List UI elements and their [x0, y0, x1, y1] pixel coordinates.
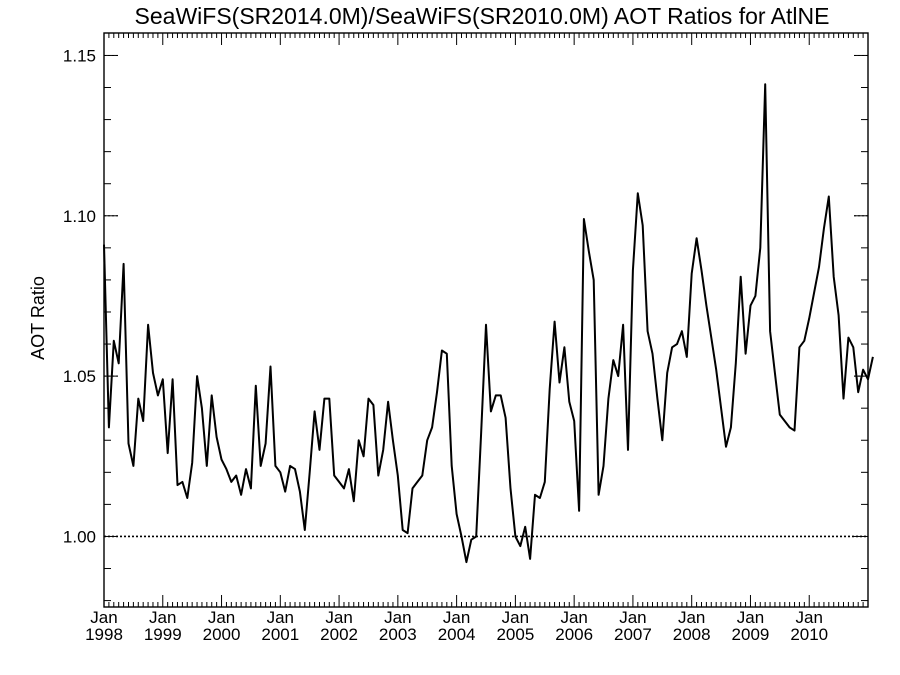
y-axis-label: AOT Ratio	[28, 276, 48, 360]
series-group	[103, 83, 874, 564]
x-tick-year: 2003	[379, 625, 417, 644]
x-tick-month: Jan	[443, 608, 470, 627]
x-tick-year: 2009	[732, 625, 770, 644]
x-tick-year: 1998	[85, 625, 123, 644]
x-tick-year: 2006	[555, 625, 593, 644]
y-tick-labels: 1.00 1.05 1.10 1.15	[63, 46, 96, 546]
x-tick-month: Jan	[208, 608, 235, 627]
x-tick-year: 2008	[673, 625, 711, 644]
x-tick-month: Jan	[502, 608, 529, 627]
y-tick-label: 1.15	[63, 46, 96, 65]
y-tick-label: 1.00	[63, 527, 96, 546]
x-tick-month: Jan	[149, 608, 176, 627]
x-tick-month: Jan	[619, 608, 646, 627]
x-tick-month: Jan	[796, 608, 823, 627]
x-tick-month: Jan	[90, 608, 117, 627]
plot-frame	[103, 32, 869, 608]
axis-ticks	[103, 33, 869, 607]
x-tick-year: 2010	[790, 625, 828, 644]
x-tick-month: Jan	[325, 608, 352, 627]
y-tick-label: 1.05	[63, 367, 96, 386]
x-tick-month: Jan	[267, 608, 294, 627]
x-tick-year: 2004	[438, 625, 476, 644]
x-tick-month: Jan	[560, 608, 587, 627]
x-tick-month: Jan	[678, 608, 705, 627]
x-tick-month: Jan	[384, 608, 411, 627]
x-tick-month: Jan	[737, 608, 764, 627]
x-tick-year: 2007	[614, 625, 652, 644]
y-tick-label: 1.10	[63, 207, 96, 226]
x-tick-year: 2002	[320, 625, 358, 644]
x-tick-year: 2005	[496, 625, 534, 644]
x-tick-labels: Jan1998Jan1999Jan2000Jan2001Jan2002Jan20…	[85, 608, 828, 644]
x-tick-year: 2000	[203, 625, 241, 644]
chart-title: SeaWiFS(SR2014.0M)/SeaWiFS(SR2010.0M) AO…	[135, 3, 830, 29]
x-tick-year: 2001	[261, 625, 299, 644]
x-tick-year: 1999	[144, 625, 182, 644]
series-line	[103, 83, 874, 564]
